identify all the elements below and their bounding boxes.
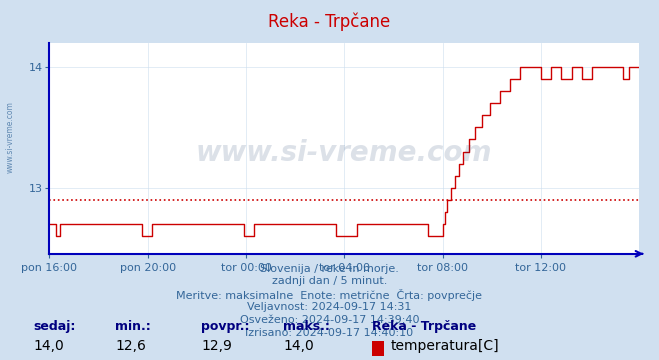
Text: sedaj:: sedaj: — [33, 320, 75, 333]
Text: zadnji dan / 5 minut.: zadnji dan / 5 minut. — [272, 276, 387, 287]
Text: Reka - Trpčane: Reka - Trpčane — [268, 13, 391, 31]
Text: maks.:: maks.: — [283, 320, 330, 333]
Text: Veljavnost: 2024-09-17 14:31: Veljavnost: 2024-09-17 14:31 — [247, 302, 412, 312]
Text: Slovenija / reke in morje.: Slovenija / reke in morje. — [260, 264, 399, 274]
Text: Reka - Trpčane: Reka - Trpčane — [372, 320, 476, 333]
Text: www.si-vreme.com: www.si-vreme.com — [5, 101, 14, 173]
Text: min.:: min.: — [115, 320, 151, 333]
Text: www.si-vreme.com: www.si-vreme.com — [196, 139, 492, 167]
Text: 14,0: 14,0 — [33, 339, 64, 353]
Text: Meritve: maksimalne  Enote: metrične  Črta: povprečje: Meritve: maksimalne Enote: metrične Črta… — [177, 289, 482, 301]
Text: povpr.:: povpr.: — [201, 320, 250, 333]
Text: 12,6: 12,6 — [115, 339, 146, 353]
Text: 12,9: 12,9 — [201, 339, 232, 353]
Text: temperatura[C]: temperatura[C] — [390, 339, 499, 353]
Text: 14,0: 14,0 — [283, 339, 314, 353]
Text: Izrisano: 2024-09-17 14:40:10: Izrisano: 2024-09-17 14:40:10 — [245, 328, 414, 338]
Text: Osveženo: 2024-09-17 14:39:40: Osveženo: 2024-09-17 14:39:40 — [240, 315, 419, 325]
